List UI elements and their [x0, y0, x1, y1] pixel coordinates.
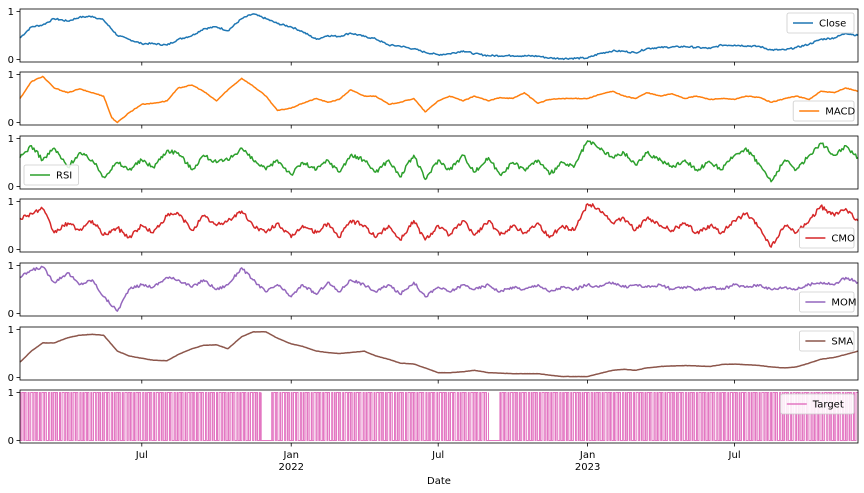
y-tick-label: 0	[8, 55, 14, 66]
x-tick-label: Jul	[135, 450, 148, 461]
legend-label-target: Target	[812, 400, 844, 411]
panel-mom-background	[20, 263, 858, 316]
x-axis-title: Date	[427, 476, 451, 487]
x-tick-label: Jul	[431, 450, 444, 461]
panel-sma-background	[20, 327, 858, 380]
panel-cmo-frame	[19, 198, 859, 253]
panel-mom-frame	[19, 262, 859, 317]
y-tick-label: 1	[8, 70, 14, 81]
y-tick-label: 1	[8, 7, 14, 18]
panel-close-frame	[19, 8, 859, 63]
legend-label-macd: MACD	[825, 107, 855, 118]
legend-cmo	[799, 227, 855, 249]
y-tick-label: 1	[8, 325, 14, 336]
legend-mom	[799, 291, 855, 313]
x-tick-year-label: 2022	[278, 462, 303, 473]
panel-macd-frame	[19, 71, 859, 126]
legend-label-rsi: RSI	[56, 171, 72, 182]
panel-target-frame	[19, 389, 859, 444]
panel-sma-frame	[19, 326, 859, 381]
y-tick-label: 0	[8, 373, 14, 384]
y-tick-label: 0	[8, 309, 14, 320]
panel-rsi-frame	[19, 135, 859, 190]
legend-label-sma: SMA	[831, 337, 853, 348]
x-tick-label: Jan	[283, 450, 299, 461]
x-tick-label: Jan	[579, 450, 595, 461]
legend-target	[780, 393, 855, 415]
series-line-cmo	[19, 203, 859, 248]
y-tick-label: 0	[8, 182, 14, 193]
series-line-mom	[19, 265, 859, 312]
panel-close-background	[20, 9, 858, 62]
legend-sma	[799, 330, 855, 352]
x-tick-label: Jul	[728, 450, 741, 461]
y-tick-label: 1	[8, 197, 14, 208]
series-line-rsi	[19, 140, 859, 183]
series-line-macd	[19, 75, 859, 124]
y-tick-label: 0	[8, 118, 14, 129]
y-tick-label: 0	[8, 436, 14, 447]
legend-macd	[792, 100, 855, 122]
series-line-sma	[19, 331, 859, 378]
series-line-target	[20, 392, 859, 441]
y-tick-label: 1	[8, 134, 14, 145]
y-tick-label: 1	[8, 261, 14, 272]
legend-label-mom: MOM	[831, 298, 856, 309]
panel-rsi-background	[20, 136, 858, 189]
legend-label-close: Close	[819, 19, 846, 30]
y-tick-label: 1	[8, 388, 14, 399]
legend-close	[786, 12, 855, 34]
x-tick-year-label: 2023	[575, 462, 600, 473]
legend-rsi	[23, 164, 79, 186]
y-tick-label: 0	[8, 245, 14, 256]
legend-label-cmo: CMO	[831, 234, 855, 245]
series-line-close	[19, 13, 859, 61]
